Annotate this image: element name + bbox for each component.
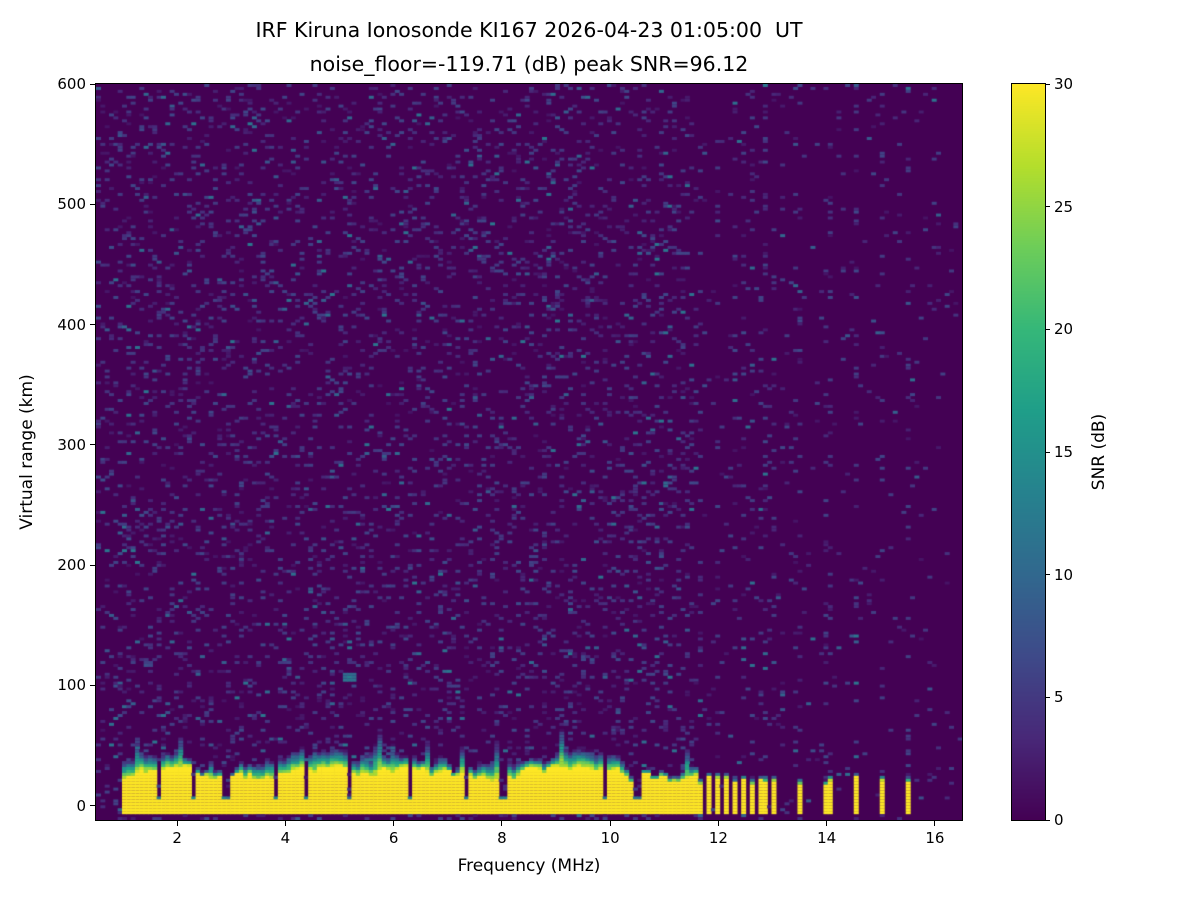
x-tick-label: 16 <box>925 829 945 847</box>
x-tick-label: 4 <box>280 829 291 847</box>
colorbar-tick-mark <box>1046 83 1050 85</box>
chart-title: IRF Kiruna Ionosonde KI167 2026-04-23 01… <box>255 18 803 42</box>
colorbar-tick-label: 30 <box>1054 75 1074 93</box>
x-tick-label: 10 <box>600 829 620 847</box>
colorbar-tick-label: 0 <box>1054 811 1064 829</box>
y-tick-mark <box>90 805 95 807</box>
y-tick-mark <box>90 564 95 566</box>
x-tick-mark <box>934 821 936 826</box>
y-tick-label: 400 <box>57 315 86 334</box>
heatmap-canvas <box>96 84 962 820</box>
colorbar-tick-mark <box>1046 574 1050 576</box>
colorbar-tick-mark <box>1046 819 1050 821</box>
colorbar-tick-mark <box>1046 206 1050 208</box>
colorbar-tick-mark <box>1046 451 1050 453</box>
y-tick-label: 600 <box>57 75 86 93</box>
colorbar-tick-label: 20 <box>1054 320 1074 339</box>
x-tick-mark <box>284 821 286 826</box>
y-tick-label: 300 <box>57 435 86 454</box>
x-axis-label: Frequency (MHz) <box>457 856 601 876</box>
x-tick-mark <box>826 821 828 826</box>
y-tick-mark <box>90 444 95 446</box>
x-tick-label: 8 <box>497 829 507 847</box>
y-tick-mark <box>90 324 95 326</box>
chart-subtitle: noise_floor=-119.71 (dB) peak SNR=96.12 <box>309 52 749 76</box>
x-tick-label: 12 <box>708 829 728 847</box>
colorbar-tick-label: 5 <box>1054 688 1064 707</box>
x-tick-mark <box>176 821 178 826</box>
colorbar-tick-mark <box>1046 696 1050 698</box>
colorbar-tick-label: 25 <box>1054 197 1074 216</box>
y-tick-label: 100 <box>57 676 86 695</box>
y-tick-mark <box>90 684 95 686</box>
x-tick-label: 14 <box>817 829 837 847</box>
y-tick-label: 200 <box>57 556 86 575</box>
heatmap-plot <box>95 83 963 821</box>
colorbar-tick-mark <box>1046 328 1050 330</box>
colorbar-tick-label: 10 <box>1054 565 1074 584</box>
y-tick-mark <box>90 203 95 205</box>
x-tick-mark <box>393 821 395 826</box>
y-tick-mark <box>90 83 95 85</box>
x-tick-mark <box>717 821 719 826</box>
x-tick-label: 6 <box>388 829 399 847</box>
colorbar-canvas <box>1012 84 1045 820</box>
x-tick-label: 2 <box>172 829 182 847</box>
colorbar-tick-label: 15 <box>1054 443 1074 461</box>
y-tick-label: 500 <box>57 195 86 214</box>
y-tick-label: 0 <box>76 796 86 815</box>
x-tick-mark <box>609 821 611 826</box>
colorbar-label: SNR (dB) <box>1089 413 1109 491</box>
colorbar <box>1011 83 1046 821</box>
x-tick-mark <box>501 821 503 826</box>
